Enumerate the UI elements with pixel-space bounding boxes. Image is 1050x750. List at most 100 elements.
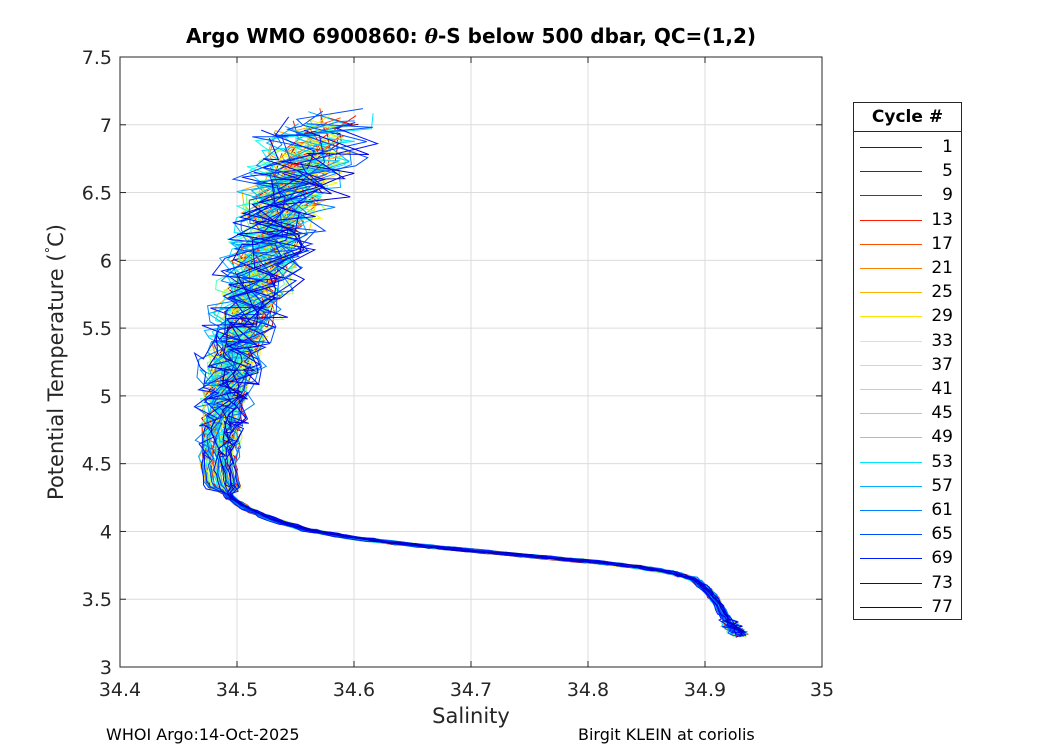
y-axis-label-degree: ° [44, 246, 59, 254]
legend-label: 45 [931, 403, 953, 424]
legend-item: 49 [854, 426, 961, 450]
profile-line [197, 129, 740, 634]
legend-label: 33 [931, 330, 953, 351]
x-tick-label: 34.9 [684, 679, 726, 701]
footer-source: WHOI Argo:14-Oct-2025 [106, 725, 300, 744]
y-tick-label: 4.5 [82, 454, 112, 476]
legend-label: 17 [931, 233, 953, 254]
legend-swatch [860, 437, 922, 439]
x-tick-label: 34.8 [567, 679, 609, 701]
legend-item: 9 [854, 184, 961, 208]
legend-item: 25 [854, 281, 961, 305]
x-axis-label: Salinity [432, 704, 510, 728]
x-tick-label: 34.6 [333, 679, 375, 701]
profile-line [227, 129, 744, 637]
x-tick-label: 34.7 [450, 679, 492, 701]
legend-swatch [860, 606, 922, 608]
title-prefix: Argo WMO 6900860: [185, 24, 425, 48]
legend-item: 37 [854, 354, 961, 378]
x-axis-ticks: 34.4 34.5 34.6 34.7 34.8 34.9 35 [99, 57, 834, 701]
x-tick-label: 35 [810, 679, 834, 701]
y-axis-label-unit: C) [44, 224, 68, 247]
legend-label: 61 [931, 500, 953, 520]
y-tick-label: 6.5 [82, 183, 112, 205]
legend-swatch [860, 316, 922, 318]
legend-item: 33 [854, 330, 961, 354]
title-theta-symbol: θ [424, 24, 438, 48]
legend-swatch [860, 268, 922, 269]
y-tick-label: 7.5 [82, 47, 112, 69]
legend-swatch [860, 485, 922, 487]
legend-swatch [860, 534, 922, 536]
legend-label: 37 [931, 354, 953, 375]
chart-title: Argo WMO 6900860: θ-S below 500 dbar, QC… [120, 24, 822, 48]
legend-label: 5 [942, 161, 953, 182]
legend-swatch [860, 340, 922, 342]
legend-label: 9 [942, 185, 953, 206]
title-suffix: -S below 500 dbar, QC=(1,2) [437, 24, 757, 48]
legend-swatch [860, 389, 922, 390]
legend-title: Cycle # [854, 103, 961, 132]
legend-label: 13 [931, 209, 953, 230]
legend-label: 69 [931, 548, 953, 569]
legend-label: 25 [931, 282, 953, 303]
profile-line [206, 138, 737, 636]
legend-item: 17 [854, 233, 961, 257]
legend-label: 21 [931, 258, 953, 278]
legend-label: 57 [931, 475, 953, 496]
legend-label: 73 [931, 572, 953, 593]
legend-item: 69 [854, 547, 961, 571]
legend-swatch [860, 510, 922, 511]
legend-swatch [860, 582, 922, 584]
legend-item: 77 [854, 596, 961, 620]
y-tick-label: 6 [100, 250, 112, 272]
legend-item: 29 [854, 305, 961, 329]
legend-item: 5 [854, 160, 961, 184]
legend-item: 13 [854, 209, 961, 233]
legend-label: 53 [931, 451, 953, 472]
legend-label: 77 [931, 596, 953, 617]
legend-swatch [860, 147, 922, 148]
profile-line [217, 160, 744, 638]
legend-item: 45 [854, 402, 961, 426]
legend-label: 29 [931, 306, 953, 327]
profile-line [193, 116, 735, 632]
y-tick-label: 7 [100, 115, 112, 137]
series-group [193, 107, 749, 638]
x-tick-label: 34.5 [216, 679, 258, 701]
legend-item: 73 [854, 572, 961, 596]
x-tick-label: 34.4 [99, 679, 141, 701]
y-axis-ticks: 3 3.5 4 4.5 5 5.5 6 6.5 7 7.5 [82, 47, 822, 679]
legend-swatch [860, 413, 922, 415]
legend-item: 21 [854, 257, 961, 281]
legend-label: 41 [931, 379, 953, 399]
legend-swatch [860, 461, 922, 463]
y-tick-label: 3.5 [82, 589, 112, 611]
y-tick-label: 5.5 [82, 318, 112, 340]
legend-swatch [860, 219, 922, 221]
legend-swatch [860, 364, 922, 366]
legend-item: 1 [854, 136, 961, 160]
legend-swatch [860, 195, 922, 197]
y-tick-label: 5 [100, 386, 112, 408]
legend-swatch [860, 171, 922, 173]
legend-label: 1 [942, 137, 953, 157]
legend-label: 65 [931, 524, 953, 545]
legend-item: 53 [854, 451, 961, 475]
legend-label: 49 [931, 427, 953, 448]
legend-item: 41 [854, 378, 961, 402]
legend-swatch [860, 558, 922, 560]
y-tick-label: 3 [100, 657, 112, 679]
legend: Cycle # 1 5 9 13 17 21 25 29 33 37 41 45 49 53 57 61 65 6… [853, 102, 962, 620]
y-tick-label: 4 [100, 521, 112, 543]
legend-swatch [860, 292, 922, 294]
legend-item: 57 [854, 475, 961, 499]
legend-item: 61 [854, 499, 961, 523]
legend-swatch [860, 243, 922, 245]
legend-item: 65 [854, 523, 961, 547]
footer-credit: Birgit KLEIN at coriolis [578, 725, 755, 744]
y-axis-label: Potential Temperature (°C) [44, 224, 68, 500]
y-axis-label-text: Potential Temperature ( [44, 253, 68, 500]
